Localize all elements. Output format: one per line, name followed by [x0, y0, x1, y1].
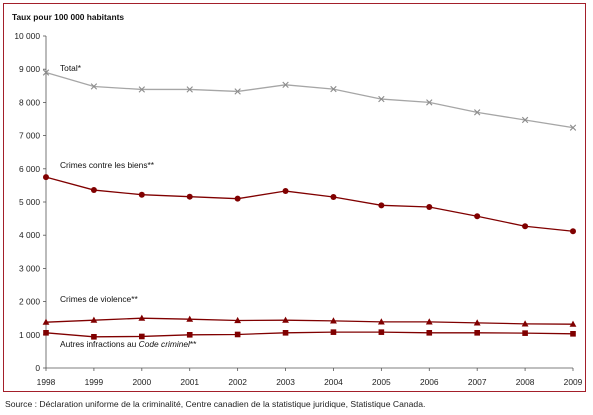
data-point: [522, 223, 529, 230]
data-point: [282, 81, 289, 88]
data-point: [474, 330, 480, 336]
series-label-total: Total*: [60, 63, 82, 73]
data-point: [42, 318, 50, 325]
data-point: [570, 331, 576, 337]
series-line-1: [45, 176, 574, 232]
data-point: [521, 320, 529, 327]
data-point: [43, 330, 49, 336]
series-line-2: [45, 317, 574, 325]
data-point: [522, 330, 528, 336]
data-point: [234, 331, 241, 338]
data-point: [377, 318, 385, 325]
data-point: [42, 69, 50, 76]
x-tick-label: 2009: [564, 377, 583, 387]
data-point: [43, 174, 49, 181]
data-point: [138, 191, 145, 198]
data-point: [474, 213, 481, 220]
y-tick-label: 4 000: [19, 230, 40, 240]
data-point: [378, 202, 385, 209]
data-point: [234, 195, 241, 202]
series-label-autres: Autres infractions au Code criminel**: [60, 339, 197, 349]
data-point: [569, 124, 577, 131]
series-label-violence: Crimes de violence**: [60, 294, 138, 304]
series-label-biens: Crimes contre les biens**: [60, 160, 155, 170]
data-point: [378, 329, 385, 335]
y-tick-label: 5 000: [19, 197, 40, 207]
series-line-3: [45, 331, 574, 338]
data-point: [234, 88, 241, 95]
data-point: [330, 329, 337, 335]
data-point: [521, 116, 529, 124]
data-point: [378, 95, 385, 103]
data-point: [330, 194, 337, 201]
source-note: Source : Déclaration uniforme de la crim…: [5, 399, 426, 409]
data-point: [282, 188, 289, 195]
y-tick-label: 6 000: [19, 164, 40, 174]
x-tick-label: 2001: [180, 377, 199, 387]
data-point: [90, 83, 98, 90]
data-point: [186, 332, 193, 338]
data-point: [282, 316, 289, 323]
x-tick-label: 2005: [372, 377, 391, 387]
y-tick-label: 8 000: [19, 97, 40, 107]
chart-frame: Taux pour 100 000 habitants 0 1 000 2 000 3…: [3, 3, 586, 392]
y-tick-label: 7 000: [19, 131, 40, 141]
data-point: [234, 316, 242, 324]
data-point: [569, 320, 577, 327]
data-point: [330, 317, 337, 324]
data-point: [570, 228, 576, 235]
x-tick-label: 2002: [228, 377, 247, 387]
data-point: [138, 86, 146, 93]
x-tick-label: 1999: [85, 377, 104, 387]
y-tick-label: 0: [35, 363, 40, 373]
x-tick-label: 2003: [276, 377, 295, 387]
data-point: [425, 318, 433, 325]
y-axis-label: Taux pour 100 000 habitants: [12, 12, 124, 22]
data-point: [330, 85, 337, 93]
x-tick-label: 2007: [468, 377, 487, 387]
data-point: [186, 193, 193, 200]
data-point: [138, 314, 146, 321]
data-point: [186, 86, 193, 93]
data-point: [90, 187, 97, 194]
x-tick-label: 2008: [516, 377, 535, 387]
x-tick-label: 2000: [132, 377, 151, 387]
data-point: [426, 330, 433, 336]
data-point: [473, 109, 481, 116]
x-tick-label: 2006: [420, 377, 439, 387]
data-point: [139, 333, 145, 340]
y-tick-label: 1 000: [19, 330, 40, 340]
data-point: [186, 315, 194, 322]
data-point: [91, 333, 97, 340]
data-point: [426, 99, 433, 106]
series-line-0: [45, 71, 574, 129]
x-tick-label: 1998: [37, 377, 56, 387]
data-point: [426, 203, 433, 210]
x-tick-label: 2004: [324, 377, 343, 387]
y-tick-label: 10 000: [14, 31, 40, 41]
data-point: [90, 316, 98, 323]
y-tick-label: 9 000: [19, 64, 40, 74]
line-chart: Taux pour 100 000 habitants 0 1 000 2 000 3…: [12, 12, 583, 387]
y-tick-label: 3 000: [19, 263, 40, 273]
data-point: [282, 330, 289, 336]
y-tick-label: 2 000: [19, 297, 40, 307]
data-point: [473, 319, 481, 326]
